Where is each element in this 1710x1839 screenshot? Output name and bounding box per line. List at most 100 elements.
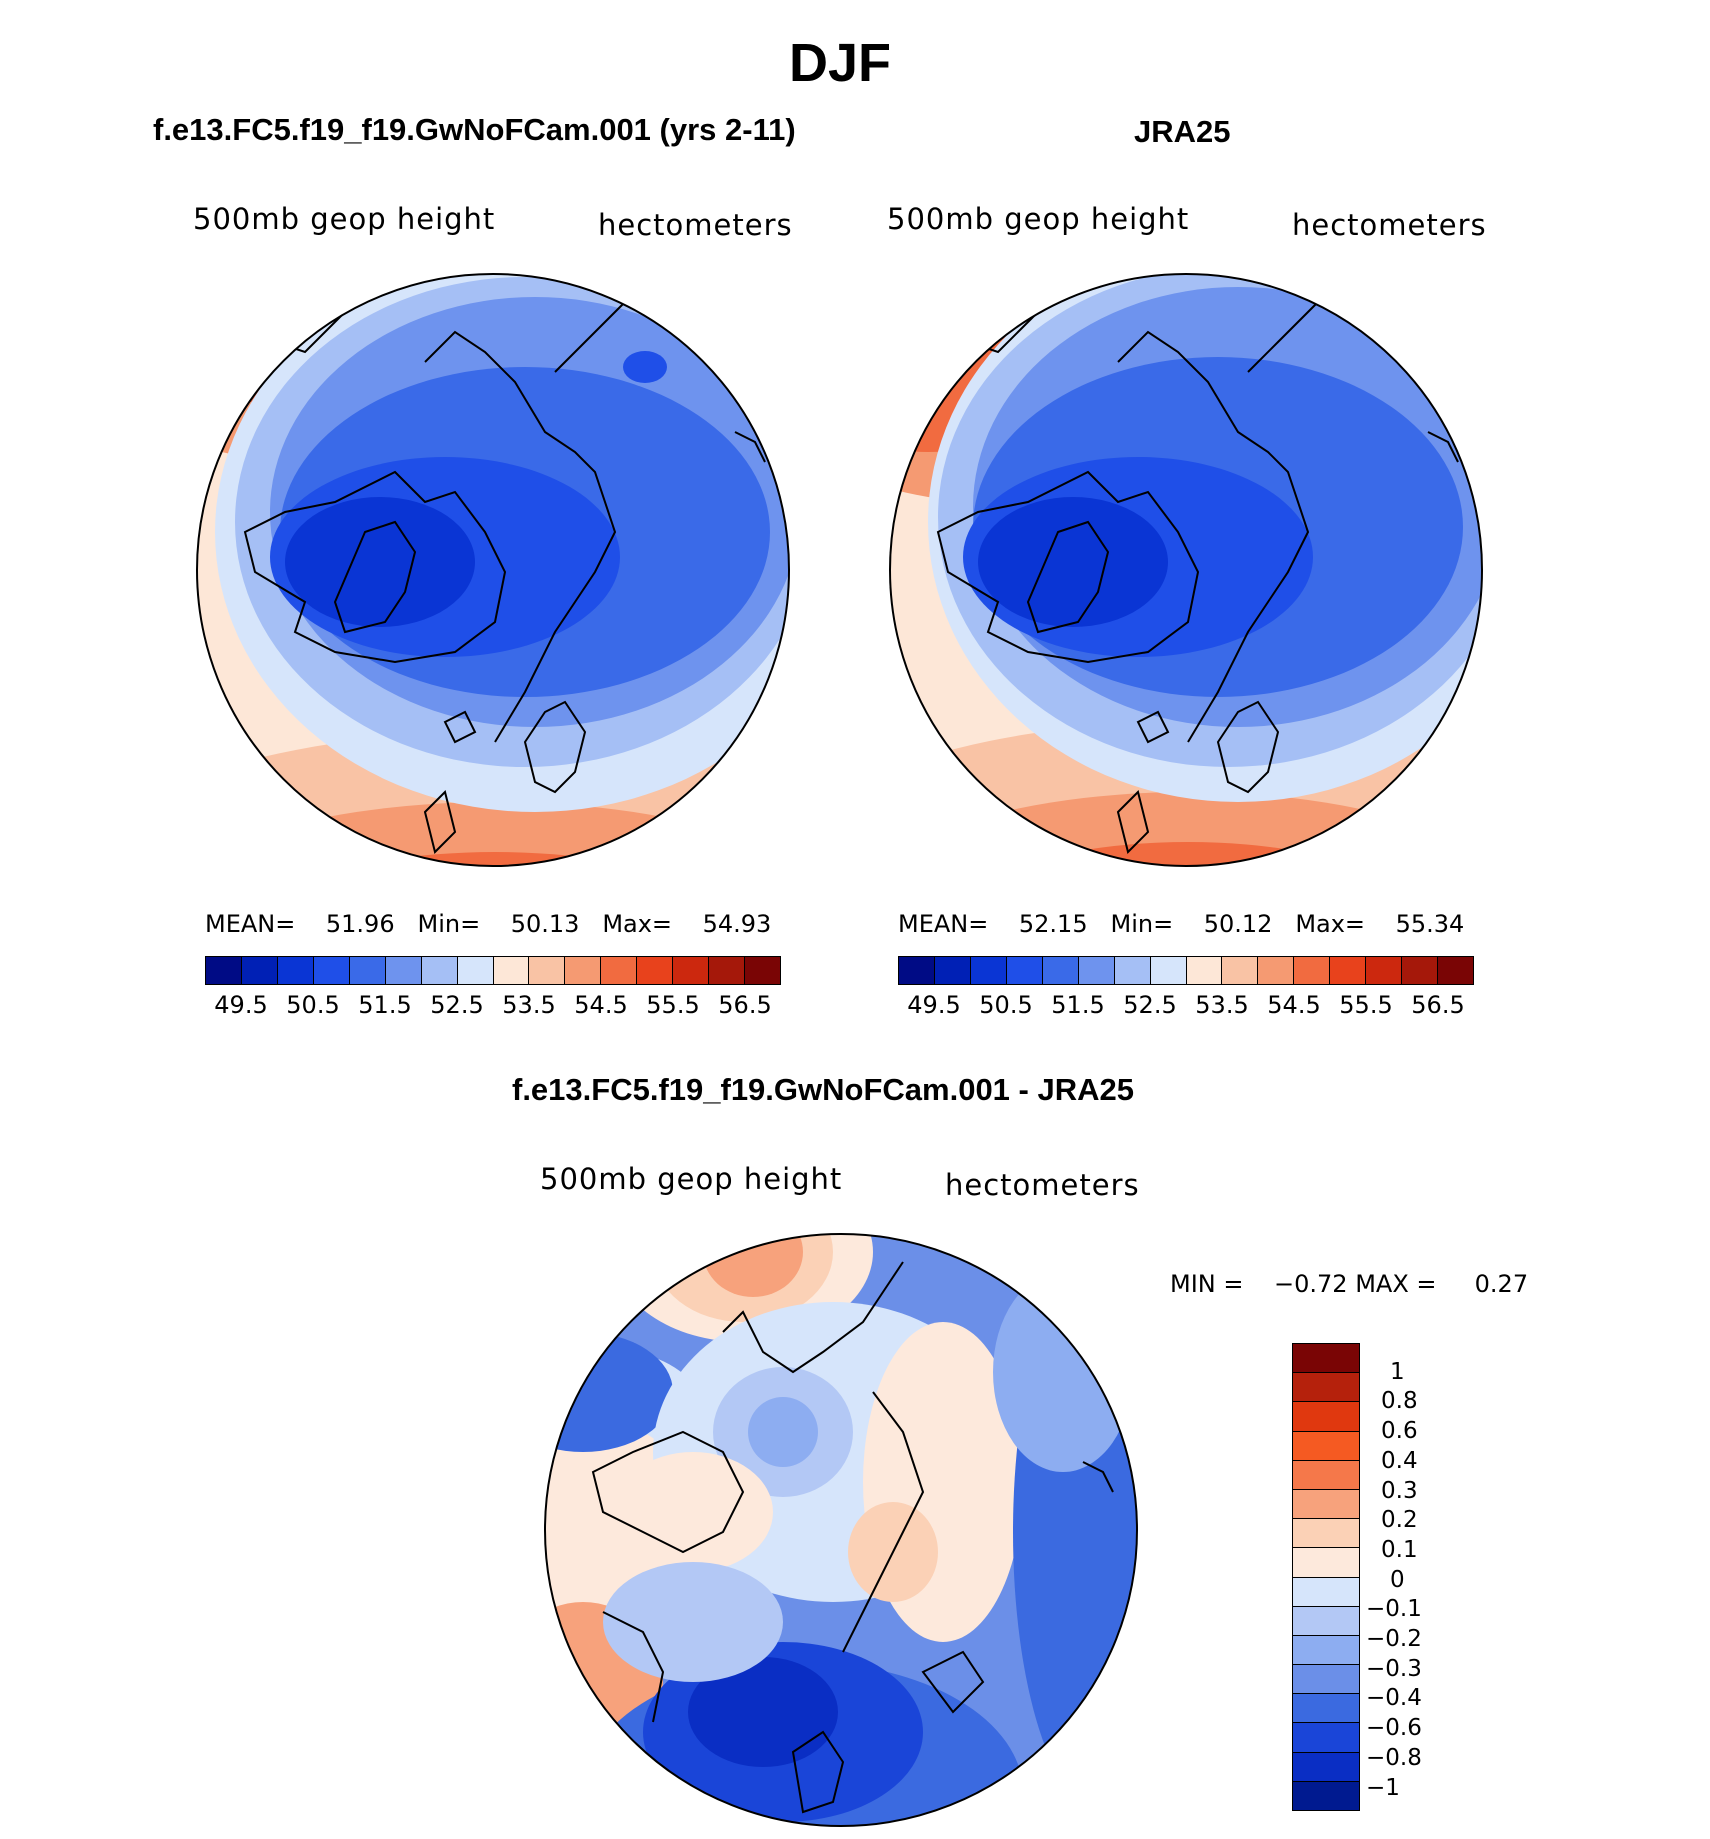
colorbar-difference-swatches <box>1292 1343 1360 1811</box>
colorbar-swatch <box>206 957 242 984</box>
main-title: DJF <box>788 33 891 93</box>
colorbar-tick-label: 51.5 <box>1051 991 1105 1019</box>
panel-title-model: f.e13.FC5.f19_f19.GwNoFCam.001 (yrs 2-11… <box>153 112 796 147</box>
colorbar-swatch <box>1042 957 1079 984</box>
colorbar-swatch <box>1293 1665 1359 1695</box>
colorbar-swatch <box>241 957 278 984</box>
colorbar-swatch <box>1186 957 1223 984</box>
colorbar-jra25-ticks: 49.5 50.5 51.5 52.5 53.5 54.5 55.5 56.5 <box>898 985 1474 1019</box>
colorbar-swatch <box>1078 957 1115 984</box>
colorbar-swatch <box>493 957 530 984</box>
colorbar-tick-label: 54.5 <box>1267 991 1321 1019</box>
colorbar-tick-label: 52.5 <box>1123 991 1177 1019</box>
colorbar-model-swatches <box>205 956 781 985</box>
colorbar-jra25: 49.5 50.5 51.5 52.5 53.5 54.5 55.5 56.5 <box>898 956 1474 1019</box>
colorbar-swatch <box>1293 1635 1359 1666</box>
max-label: Max= <box>602 910 673 938</box>
colorbar-swatch <box>899 957 935 984</box>
colorbar-tick-label: 50.5 <box>979 991 1033 1019</box>
colorbar-swatch <box>709 957 746 984</box>
colorbar-tick-label: 53.5 <box>502 991 556 1019</box>
max-value: 55.34 <box>1395 910 1465 938</box>
colorbar-swatch <box>1114 957 1151 984</box>
colorbar-tick-label: 0.6 <box>1381 1418 1418 1445</box>
min-value: −0.72 <box>1274 1270 1348 1298</box>
colorbar-tick-label: 0.4 <box>1381 1447 1418 1474</box>
colorbar-swatch <box>637 957 674 984</box>
colorbar-swatch <box>1258 957 1295 984</box>
colorbar-swatch <box>277 957 314 984</box>
colorbar-tick-label: 56.5 <box>1411 991 1465 1019</box>
colorbar-swatch <box>1293 1577 1359 1607</box>
colorbar-tick-label: 52.5 <box>430 991 484 1019</box>
colorbar-tick-label: −0.6 <box>1366 1715 1422 1742</box>
colorbar-tick-label: 0.1 <box>1381 1536 1418 1563</box>
colorbar-swatch <box>1293 1373 1359 1403</box>
colorbar-tick-label: 53.5 <box>1195 991 1249 1019</box>
colorbar-jra25-swatches <box>898 956 1474 985</box>
colorbar-swatch <box>385 957 422 984</box>
colorbar-swatch <box>457 957 494 984</box>
colorbar-swatch <box>1293 1431 1359 1461</box>
min-value: 50.12 <box>1203 910 1273 938</box>
max-value: 54.93 <box>702 910 772 938</box>
variable-label-difference: 500mb geop height <box>540 1162 843 1196</box>
colorbar-swatch <box>1293 1752 1359 1782</box>
colorbar-swatch <box>1150 957 1187 984</box>
colorbar-tick-label: 51.5 <box>358 991 412 1019</box>
colorbar-swatch <box>1293 1489 1359 1520</box>
units-label-model: hectometers <box>598 208 793 242</box>
min-label: Min= <box>1110 910 1174 938</box>
min-value: 50.13 <box>510 910 580 938</box>
colorbar-swatch <box>1402 957 1439 984</box>
mean-label: MEAN= <box>205 910 296 938</box>
max-value: 0.27 <box>1474 1270 1529 1298</box>
colorbar-swatch <box>934 957 971 984</box>
mean-label: MEAN= <box>898 910 989 938</box>
colorbar-swatch <box>529 957 566 984</box>
colorbar-swatch <box>1293 1344 1359 1374</box>
colorbar-tick-label: −0.4 <box>1366 1685 1422 1712</box>
max-label: MAX = <box>1355 1270 1437 1298</box>
colorbar-difference-ticks: 1 0.8 0.6 0.4 0.3 0.2 0.1 0 −0.1 −0.2 −0.3 −0.4 −0.6… <box>1366 1343 1446 1813</box>
polar-map-model <box>196 273 790 867</box>
stats-difference: MIN = −0.72 MAX = 0.27 <box>1170 1270 1528 1298</box>
units-label-jra25: hectometers <box>1292 208 1487 242</box>
mean-value: 51.96 <box>325 910 395 938</box>
variable-label-model: 500mb geop height <box>193 202 496 236</box>
colorbar-swatch <box>421 957 458 984</box>
polar-map-difference <box>544 1233 1138 1827</box>
colorbar-swatch <box>1294 957 1331 984</box>
colorbar-swatch <box>565 957 602 984</box>
colorbar-swatch <box>1293 1519 1359 1549</box>
colorbar-tick-label: −1 <box>1366 1774 1400 1801</box>
colorbar-tick-label: 0.2 <box>1381 1507 1418 1534</box>
colorbar-model-ticks: 49.5 50.5 51.5 52.5 53.5 54.5 55.5 56.5 <box>205 985 781 1019</box>
colorbar-difference <box>1292 1343 1360 1811</box>
colorbar-tick-label: −0.2 <box>1366 1626 1422 1652</box>
panel-title-jra25: JRA25 <box>1134 114 1231 149</box>
stats-jra25: MEAN= 52.15 Min= 50.12 Max= 55.34 <box>898 910 1464 938</box>
colorbar-swatch <box>1293 1606 1359 1636</box>
units-label-difference: hectometers <box>945 1168 1140 1202</box>
colorbar-tick-label: −0.8 <box>1366 1744 1422 1771</box>
min-label: MIN = <box>1170 1270 1244 1298</box>
colorbar-swatch <box>673 957 710 984</box>
panel-title-difference: f.e13.FC5.f19_f19.GwNoFCam.001 - JRA25 <box>512 1072 1134 1107</box>
colorbar-swatch <box>1330 957 1367 984</box>
colorbar-swatch <box>1366 957 1403 984</box>
colorbar-swatch <box>1438 957 1473 984</box>
max-label: Max= <box>1295 910 1366 938</box>
colorbar-tick-label: 1 <box>1390 1358 1405 1385</box>
colorbar-swatch <box>1293 1781 1359 1810</box>
colorbar-swatch <box>1293 1460 1359 1490</box>
colorbar-tick-label: 0 <box>1390 1566 1405 1593</box>
colorbar-tick-label: 56.5 <box>718 991 772 1019</box>
colorbar-swatch <box>745 957 780 984</box>
stats-model: MEAN= 51.96 Min= 50.13 Max= 54.93 <box>205 910 771 938</box>
colorbar-swatch <box>1293 1694 1359 1724</box>
colorbar-swatch <box>1293 1548 1359 1578</box>
colorbar-tick-label: 49.5 <box>214 991 268 1019</box>
colorbar-swatch <box>1006 957 1043 984</box>
colorbar-swatch <box>970 957 1007 984</box>
